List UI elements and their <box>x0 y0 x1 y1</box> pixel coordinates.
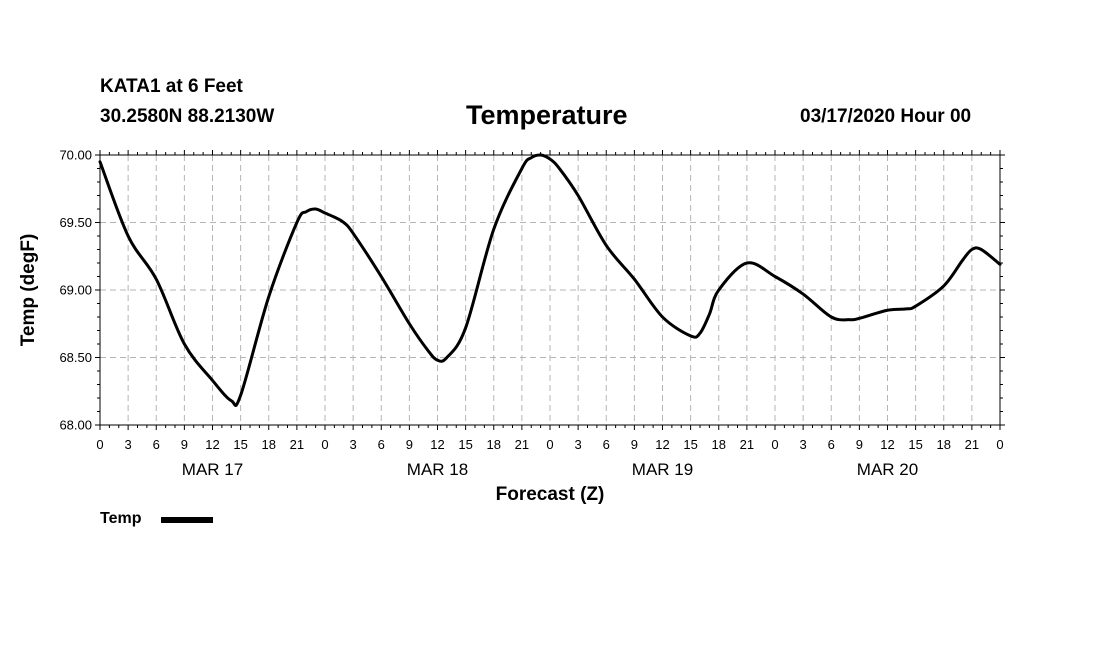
x-tick-label: 6 <box>378 437 385 452</box>
x-tick-label: 3 <box>800 437 807 452</box>
x-tick-label: 15 <box>908 437 922 452</box>
grid-lines <box>100 155 1000 425</box>
x-tick-label: 0 <box>996 437 1003 452</box>
station-coordinates: 30.2580N 88.2130W <box>100 106 275 127</box>
x-tick-label: 21 <box>740 437 754 452</box>
series-layer <box>98 153 1002 407</box>
x-tick-label: 12 <box>655 437 669 452</box>
x-tick-label: 9 <box>631 437 638 452</box>
x-tick-label: 12 <box>430 437 444 452</box>
x-tick-labels: 0 3 6 9 12 15 18 21 0 3 6 9 12 15 18 21 0 3 6 9 12 15 18 21 0 3 6 9… <box>96 437 1003 452</box>
plot-frame <box>99 154 1001 426</box>
x-tick-label: 18 <box>487 437 501 452</box>
x-tick-label: 15 <box>233 437 247 452</box>
y-tick-label: 69.50 <box>59 215 92 230</box>
x-tick-label: 15 <box>458 437 472 452</box>
y-tick-label: 68.00 <box>59 418 92 433</box>
legend-label-temp: Temp <box>100 510 142 527</box>
x-tick-label: 3 <box>350 437 357 452</box>
x-tick-label: 6 <box>828 437 835 452</box>
chart-title: Temperature <box>466 100 628 130</box>
x-tick-label: 21 <box>290 437 304 452</box>
day-label: MAR 18 <box>407 460 468 479</box>
legend-swatch-temp <box>161 517 213 523</box>
x-tick-label: 21 <box>515 437 529 452</box>
x-tick-label: 18 <box>712 437 726 452</box>
day-labels: MAR 17 MAR 18 MAR 19 MAR 20 <box>182 460 918 479</box>
x-tick-label: 18 <box>262 437 276 452</box>
y-tick-labels: 68.00 68.50 69.00 69.50 70.00 <box>59 148 92 433</box>
y-axis-title: Temp (degF) <box>18 234 39 347</box>
x-tick-label: 0 <box>546 437 553 452</box>
x-tick-label: 9 <box>181 437 188 452</box>
x-tick-label: 6 <box>153 437 160 452</box>
y-tick-label: 68.50 <box>59 350 92 365</box>
x-tick-label: 0 <box>321 437 328 452</box>
y-tick-label: 69.00 <box>59 283 92 298</box>
x-tick-label: 0 <box>96 437 103 452</box>
x-tick-label: 18 <box>937 437 951 452</box>
day-label: MAR 17 <box>182 460 243 479</box>
x-tick-label: 12 <box>880 437 894 452</box>
x-tick-label: 6 <box>603 437 610 452</box>
station-label: KATA1 at 6 Feet <box>100 76 243 97</box>
x-tick-label: 0 <box>771 437 778 452</box>
series-line-temp <box>98 153 1002 407</box>
x-tick-label: 15 <box>683 437 697 452</box>
day-label: MAR 19 <box>632 460 693 479</box>
y-tick-label: 70.00 <box>59 148 92 163</box>
x-tick-label: 3 <box>575 437 582 452</box>
day-label: MAR 20 <box>857 460 918 479</box>
x-tick-label: 12 <box>205 437 219 452</box>
x-tick-label: 21 <box>965 437 979 452</box>
x-tick-label: 3 <box>125 437 132 452</box>
x-axis-title: Forecast (Z) <box>496 484 605 505</box>
forecast-run-time: 03/17/2020 Hour 00 <box>800 106 972 127</box>
x-tick-label: 9 <box>406 437 413 452</box>
x-tick-label: 9 <box>856 437 863 452</box>
